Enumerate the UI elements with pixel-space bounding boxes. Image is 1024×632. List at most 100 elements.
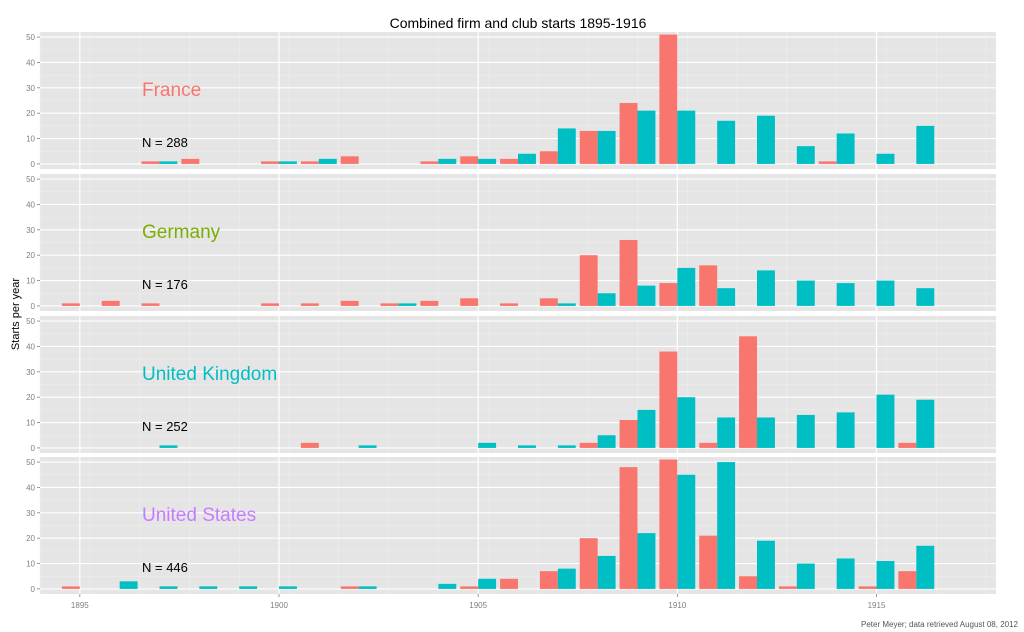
facet-panel-2: 0 10 20 30 40 50 United Kingdom N = 252 [26, 316, 996, 453]
x-tick-label: 1905 [469, 601, 487, 610]
bar-1910-s0 [659, 351, 678, 448]
bar-1905-s0 [460, 156, 479, 164]
chart-title: Combined firm and club starts 1895-1916 [390, 15, 647, 31]
chart-caption: Peter Meyer; data retrieved August 08, 2… [861, 620, 1019, 629]
y-tick-label: 30 [26, 368, 35, 377]
y-tick-label: 10 [26, 135, 35, 144]
y-tick-label: 20 [26, 534, 35, 543]
bar-1910-s1 [677, 474, 696, 589]
y-tick-label: 50 [26, 33, 35, 42]
bar-1907-s1 [557, 128, 576, 164]
bar-1900-s0 [261, 303, 279, 306]
bar-1908-s0 [579, 538, 598, 589]
bar-1913-s1 [796, 414, 815, 448]
bar-1903-s0 [380, 303, 399, 306]
bar-1897-s1 [159, 586, 178, 589]
bar-1902-s1 [358, 586, 377, 589]
bar-1912-s1 [757, 270, 775, 306]
y-axis-label: Starts per year [10, 278, 22, 350]
bar-1902-s0 [340, 586, 359, 589]
bar-1905-s1 [478, 578, 497, 589]
y-tick-label: 20 [26, 251, 35, 260]
bar-1898-s1 [199, 586, 218, 589]
bar-1903-s1 [398, 303, 417, 306]
facet-panels: 0 10 20 30 40 50 France N = 288 0 10 20 30 40 50 Germa… [26, 32, 996, 594]
bar-1915-s1 [876, 561, 895, 589]
y-tick-label: 0 [31, 585, 36, 594]
y-tick-label: 40 [26, 58, 35, 67]
bar-1902-s0 [340, 300, 359, 306]
bar-1897-s0 [141, 303, 160, 306]
bar-1916-s0 [898, 442, 917, 448]
bar-1914-s1 [836, 133, 855, 164]
bar-1913-s1 [796, 563, 815, 589]
bar-1916-s0 [898, 571, 917, 589]
bar-1901-s0 [300, 442, 319, 448]
bar-1909-s1 [637, 285, 656, 306]
bar-1916-s1 [916, 545, 935, 589]
panel-country-label: United Kingdom [142, 364, 277, 385]
bar-1905-s0 [460, 586, 479, 589]
bar-1904-s1 [438, 583, 457, 589]
y-tick-label: 10 [26, 277, 35, 286]
bar-1910-s0 [659, 34, 678, 164]
bar-1904-s0 [420, 300, 439, 306]
panel-n-label: N = 288 [142, 135, 188, 150]
bar-1899-s1 [239, 586, 258, 589]
bar-1902-s0 [340, 156, 359, 164]
bar-1913-s0 [778, 586, 797, 589]
bar-1897-s1 [159, 445, 178, 448]
y-tick-label: 30 [26, 226, 35, 235]
bar-1916-s1 [916, 399, 935, 448]
bar-1914-s1 [836, 412, 855, 448]
y-tick-label: 30 [26, 509, 35, 518]
facet-panel-0: 0 10 20 30 40 50 France N = 288 [26, 32, 996, 169]
bar-1909-s0 [619, 239, 638, 306]
bar-1912-s0 [739, 576, 757, 589]
bar-1909-s1 [637, 110, 656, 164]
bar-1908-s1 [597, 130, 616, 164]
bar-1906-s0 [500, 158, 518, 164]
bar-1912-s1 [757, 417, 775, 448]
bar-1896-s1 [119, 581, 138, 589]
y-tick-label: 50 [26, 175, 35, 184]
y-tick-label: 50 [26, 458, 35, 467]
bar-1911-s1 [717, 462, 736, 589]
bar-1897-s0 [141, 161, 160, 164]
panel-country-label: United States [142, 505, 256, 526]
bar-1905-s0 [460, 298, 479, 306]
bar-1904-s0 [420, 161, 439, 164]
bar-1912-s0 [739, 336, 757, 448]
bar-1909-s0 [619, 467, 638, 589]
bar-1909-s0 [619, 103, 638, 164]
panel-country-label: France [142, 80, 201, 101]
bar-1913-s1 [796, 280, 815, 306]
bar-1906-s0 [500, 578, 518, 589]
x-tick-label: 1915 [868, 601, 886, 610]
bar-1906-s1 [518, 153, 536, 164]
bar-1910-s1 [677, 267, 696, 306]
bar-1910-s1 [677, 397, 696, 448]
bar-1896-s0 [101, 300, 120, 306]
bar-1911-s0 [699, 535, 718, 589]
bar-1911-s0 [699, 442, 718, 448]
bar-1911-s1 [717, 417, 736, 448]
panel-n-label: N = 446 [142, 560, 188, 575]
bar-1901-s1 [318, 158, 337, 164]
bar-1900-s1 [279, 161, 297, 164]
bar-1900-s1 [279, 586, 297, 589]
y-tick-label: 0 [31, 302, 36, 311]
bar-1914-s0 [818, 161, 837, 164]
bar-1912-s1 [757, 540, 775, 589]
bar-1909-s0 [619, 420, 638, 448]
bar-1915-s1 [876, 280, 895, 306]
bar-1901-s0 [300, 161, 319, 164]
bar-1911-s0 [699, 265, 718, 306]
x-axis: 1895 1900 1905 1910 1915 [71, 594, 886, 610]
y-tick-label: 40 [26, 342, 35, 351]
y-tick-label: 10 [26, 560, 35, 569]
bar-1905-s1 [478, 158, 497, 164]
y-tick-label: 20 [26, 109, 35, 118]
x-tick-label: 1895 [71, 601, 89, 610]
bar-1910-s1 [677, 110, 696, 164]
